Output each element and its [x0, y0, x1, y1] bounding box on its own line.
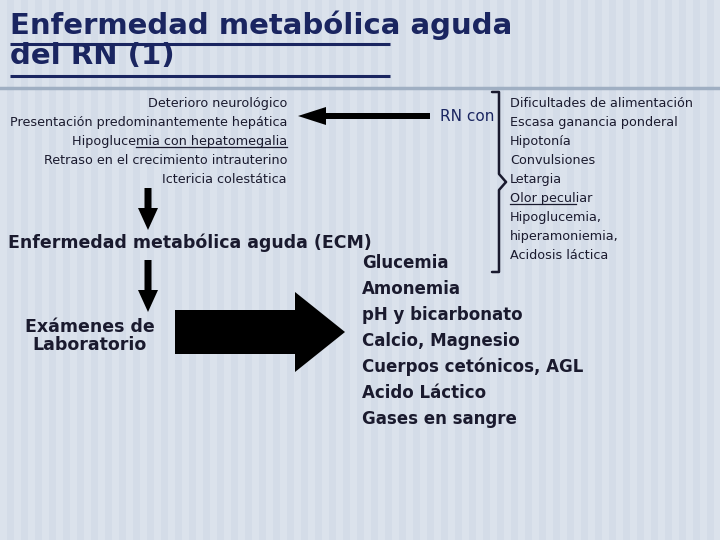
Bar: [28, 0, 35, 540]
Bar: [616, 0, 623, 540]
Bar: [154, 0, 161, 540]
Bar: [560, 0, 567, 540]
Bar: [210, 0, 217, 540]
Bar: [658, 0, 665, 540]
Bar: [98, 0, 105, 540]
Bar: [252, 0, 259, 540]
Bar: [140, 0, 147, 540]
Polygon shape: [138, 188, 158, 230]
Text: Hipoglucemia con hepatomegalia: Hipoglucemia con hepatomegalia: [72, 135, 287, 148]
Text: Hipoglucemia,: Hipoglucemia,: [510, 211, 602, 224]
Bar: [420, 0, 427, 540]
Text: Acidosis láctica: Acidosis láctica: [510, 249, 608, 262]
Bar: [196, 0, 203, 540]
Bar: [238, 0, 245, 540]
Bar: [84, 0, 91, 540]
Bar: [42, 0, 49, 540]
Text: Retraso en el crecimiento intrauterino: Retraso en el crecimiento intrauterino: [43, 154, 287, 167]
Text: Dificultades de alimentación: Dificultades de alimentación: [510, 97, 693, 110]
Text: Cuerpos cetónicos, AGL: Cuerpos cetónicos, AGL: [362, 358, 583, 376]
Polygon shape: [138, 260, 158, 312]
Bar: [700, 0, 707, 540]
Bar: [574, 0, 581, 540]
Bar: [546, 0, 553, 540]
Bar: [518, 0, 525, 540]
Text: hiperamoniemia,: hiperamoniemia,: [510, 230, 618, 243]
Text: RN con: RN con: [440, 109, 495, 124]
Text: del RN (1): del RN (1): [10, 42, 175, 70]
Bar: [490, 0, 497, 540]
Bar: [308, 0, 315, 540]
Text: Enfermedad metabólica aguda: Enfermedad metabólica aguda: [10, 10, 512, 39]
Bar: [126, 0, 133, 540]
Bar: [182, 0, 189, 540]
Bar: [14, 0, 21, 540]
Bar: [434, 0, 441, 540]
Bar: [280, 0, 287, 540]
Text: Glucemia: Glucemia: [362, 254, 449, 272]
Text: Exámenes de: Exámenes de: [25, 318, 155, 336]
Bar: [392, 0, 399, 540]
Text: Letargia: Letargia: [510, 173, 562, 186]
Bar: [0, 0, 7, 540]
Text: Presentación predominantemente hepática: Presentación predominantemente hepática: [9, 116, 287, 129]
Text: Enfermedad metabólica aguda (ECM): Enfermedad metabólica aguda (ECM): [8, 233, 372, 252]
Bar: [504, 0, 511, 540]
Text: Laboratorio: Laboratorio: [33, 336, 147, 354]
Bar: [224, 0, 231, 540]
Bar: [168, 0, 175, 540]
Bar: [602, 0, 609, 540]
Text: Ictericia colestática: Ictericia colestática: [163, 173, 287, 186]
Text: Deterioro neurológico: Deterioro neurológico: [148, 97, 287, 110]
Bar: [462, 0, 469, 540]
Bar: [56, 0, 63, 540]
Bar: [336, 0, 343, 540]
Text: Gases en sangre: Gases en sangre: [362, 410, 517, 428]
Bar: [266, 0, 273, 540]
Bar: [364, 0, 371, 540]
Text: Amonemia: Amonemia: [362, 280, 461, 298]
Bar: [644, 0, 651, 540]
Bar: [350, 0, 357, 540]
Bar: [70, 0, 77, 540]
Text: Calcio, Magnesio: Calcio, Magnesio: [362, 332, 520, 350]
Text: Escasa ganancia ponderal: Escasa ganancia ponderal: [510, 116, 678, 129]
Bar: [714, 0, 720, 540]
Bar: [294, 0, 301, 540]
Bar: [588, 0, 595, 540]
Bar: [686, 0, 693, 540]
Bar: [532, 0, 539, 540]
Bar: [672, 0, 679, 540]
Text: Acido Láctico: Acido Láctico: [362, 384, 486, 402]
Text: pH y bicarbonato: pH y bicarbonato: [362, 306, 523, 324]
Bar: [378, 0, 385, 540]
Text: Olor peculiar: Olor peculiar: [510, 192, 593, 205]
Bar: [406, 0, 413, 540]
Bar: [448, 0, 455, 540]
Bar: [112, 0, 119, 540]
Text: Hipotonía: Hipotonía: [510, 135, 572, 148]
Polygon shape: [298, 107, 430, 125]
Polygon shape: [175, 292, 345, 372]
Bar: [476, 0, 483, 540]
Bar: [322, 0, 329, 540]
Bar: [630, 0, 637, 540]
Text: Convulsiones: Convulsiones: [510, 154, 595, 167]
